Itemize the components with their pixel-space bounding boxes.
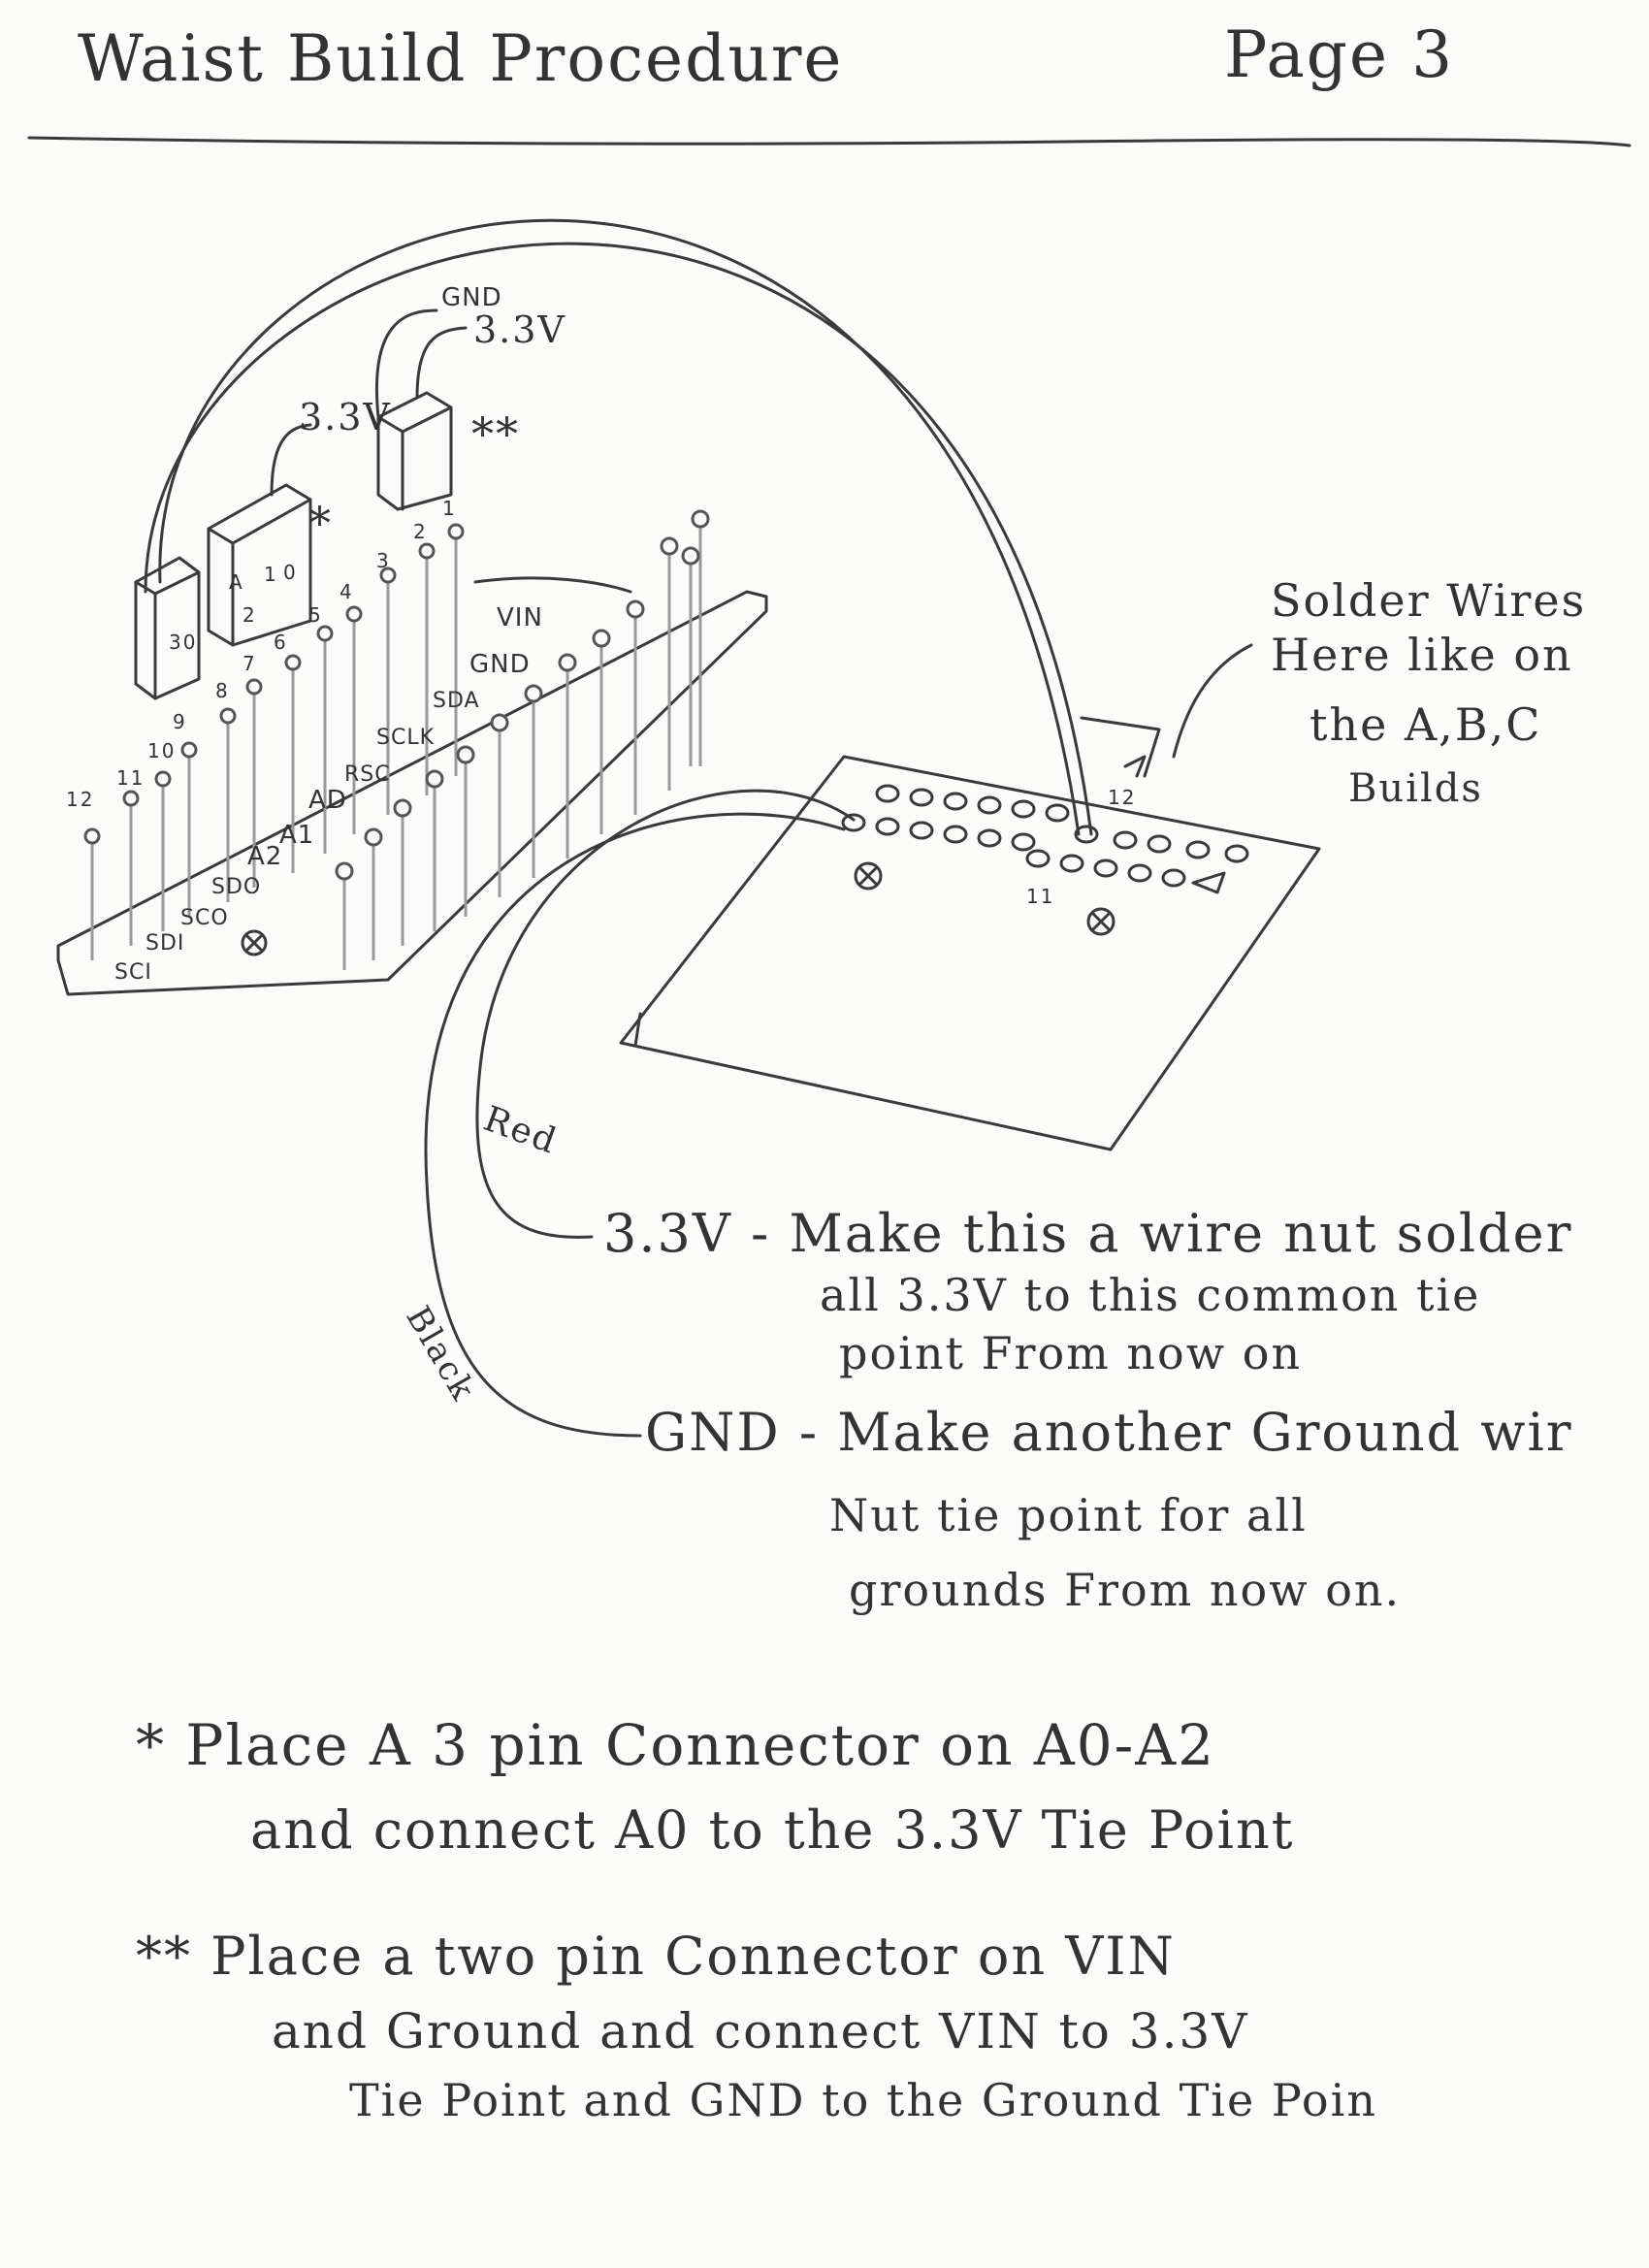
pin-label-10: 10 [147, 739, 177, 762]
note-33v-line-3: point From now on [839, 1327, 1303, 1379]
label-a1: A1 [279, 821, 315, 850]
perf-label-12: 12 [1108, 786, 1137, 809]
pin-label-12: 12 [66, 788, 95, 811]
label-ad: AD [308, 786, 347, 815]
label-sdi: SDI [146, 931, 185, 956]
pin-label-8: 8 [215, 679, 230, 702]
pin-label-1: 1 [442, 497, 457, 520]
pin-label-4: 4 [340, 580, 354, 603]
wire-gnd-lead [375, 308, 438, 419]
conn-label-1: 1 [264, 563, 278, 586]
perfboard [241, 716, 1321, 1151]
breakout-board-outline [56, 590, 768, 996]
connector-left [134, 556, 201, 700]
footnote-star-line-2: and connect A0 to the 3.3V Tie Point [250, 1799, 1295, 1861]
page-title: Waist Build Procedure [78, 21, 844, 96]
label-gnd-top: GND [441, 283, 502, 312]
label-double-star: ** [471, 407, 520, 460]
conn-label-30: 30 [169, 631, 198, 654]
note-gnd-line-3: grounds From now on. [849, 1564, 1402, 1616]
solder-note-line-4: Builds [1348, 766, 1483, 811]
conn-label-a: A [229, 570, 244, 594]
label-sclk: SCLK [376, 726, 436, 750]
footnote-dstar-line-1: ** Place a two pin Connector on VIN [136, 1926, 1176, 1987]
wire-33v-lead [415, 326, 468, 400]
perf-label-11: 11 [1026, 885, 1055, 908]
note-gnd-line-2: Nut tie point for all [829, 1489, 1308, 1541]
wire-long-arc [158, 218, 1081, 836]
label-gnd: GND [469, 650, 531, 679]
wire-vin [473, 576, 632, 594]
wire-black [424, 812, 846, 1438]
page-number: Page 3 [1224, 17, 1455, 92]
solder-note-line-2: Here like on [1271, 629, 1573, 681]
label-sci: SCI [114, 960, 152, 985]
pin-label-9: 9 [173, 710, 187, 733]
conn-label-2: 2 [242, 603, 257, 627]
note-33v-line-2: all 3.3V to this common tie [820, 1269, 1481, 1321]
label-rsc: RSC [344, 762, 391, 787]
wire-long-arc-2 [144, 242, 1093, 836]
solder-note-pointer [1172, 643, 1253, 759]
pin-label-11: 11 [116, 766, 146, 790]
wire-33v-left-lead [270, 423, 312, 497]
note-gnd-line-1: GND - Make another Ground wir [645, 1402, 1573, 1463]
pin-label-3: 3 [376, 549, 391, 572]
breakout-pins [83, 509, 710, 970]
conn-label-0: 0 [283, 561, 298, 584]
label-33v-top: 3.3V [473, 308, 566, 351]
label-a2: A2 [247, 842, 283, 871]
footnote-dstar-line-2: and Ground and connect VIN to 3.3V [272, 2003, 1249, 2059]
connector-a0-a2 [207, 483, 312, 647]
label-sco: SCO [180, 906, 229, 930]
label-sda: SDA [433, 689, 480, 713]
solder-note-line-1: Solder Wires [1271, 574, 1587, 627]
note-33v-line-1: 3.3V - Make this a wire nut solder [603, 1203, 1573, 1264]
solder-note-arrow [1123, 755, 1147, 778]
pin-label-5: 5 [308, 603, 323, 627]
header-rule [27, 136, 1632, 147]
label-33v-left: 3.3V [299, 396, 392, 438]
label-single-star: * [308, 497, 333, 549]
label-vin: VIN [497, 603, 543, 632]
pin-label-7: 7 [242, 652, 257, 675]
wire-red [475, 789, 856, 1239]
solder-note-line-3: the A,B,C [1310, 698, 1542, 751]
pin-label-6: 6 [274, 631, 288, 654]
footnote-star-line-1: * Place A 3 pin Connector on A0-A2 [136, 1712, 1216, 1778]
label-sdo: SDO [211, 875, 262, 899]
footnote-dstar-line-3: Tie Point and GND to the Ground Tie Poin [349, 2074, 1377, 2126]
pin-label-2: 2 [413, 520, 428, 543]
connector-vin-gnd [376, 391, 453, 511]
